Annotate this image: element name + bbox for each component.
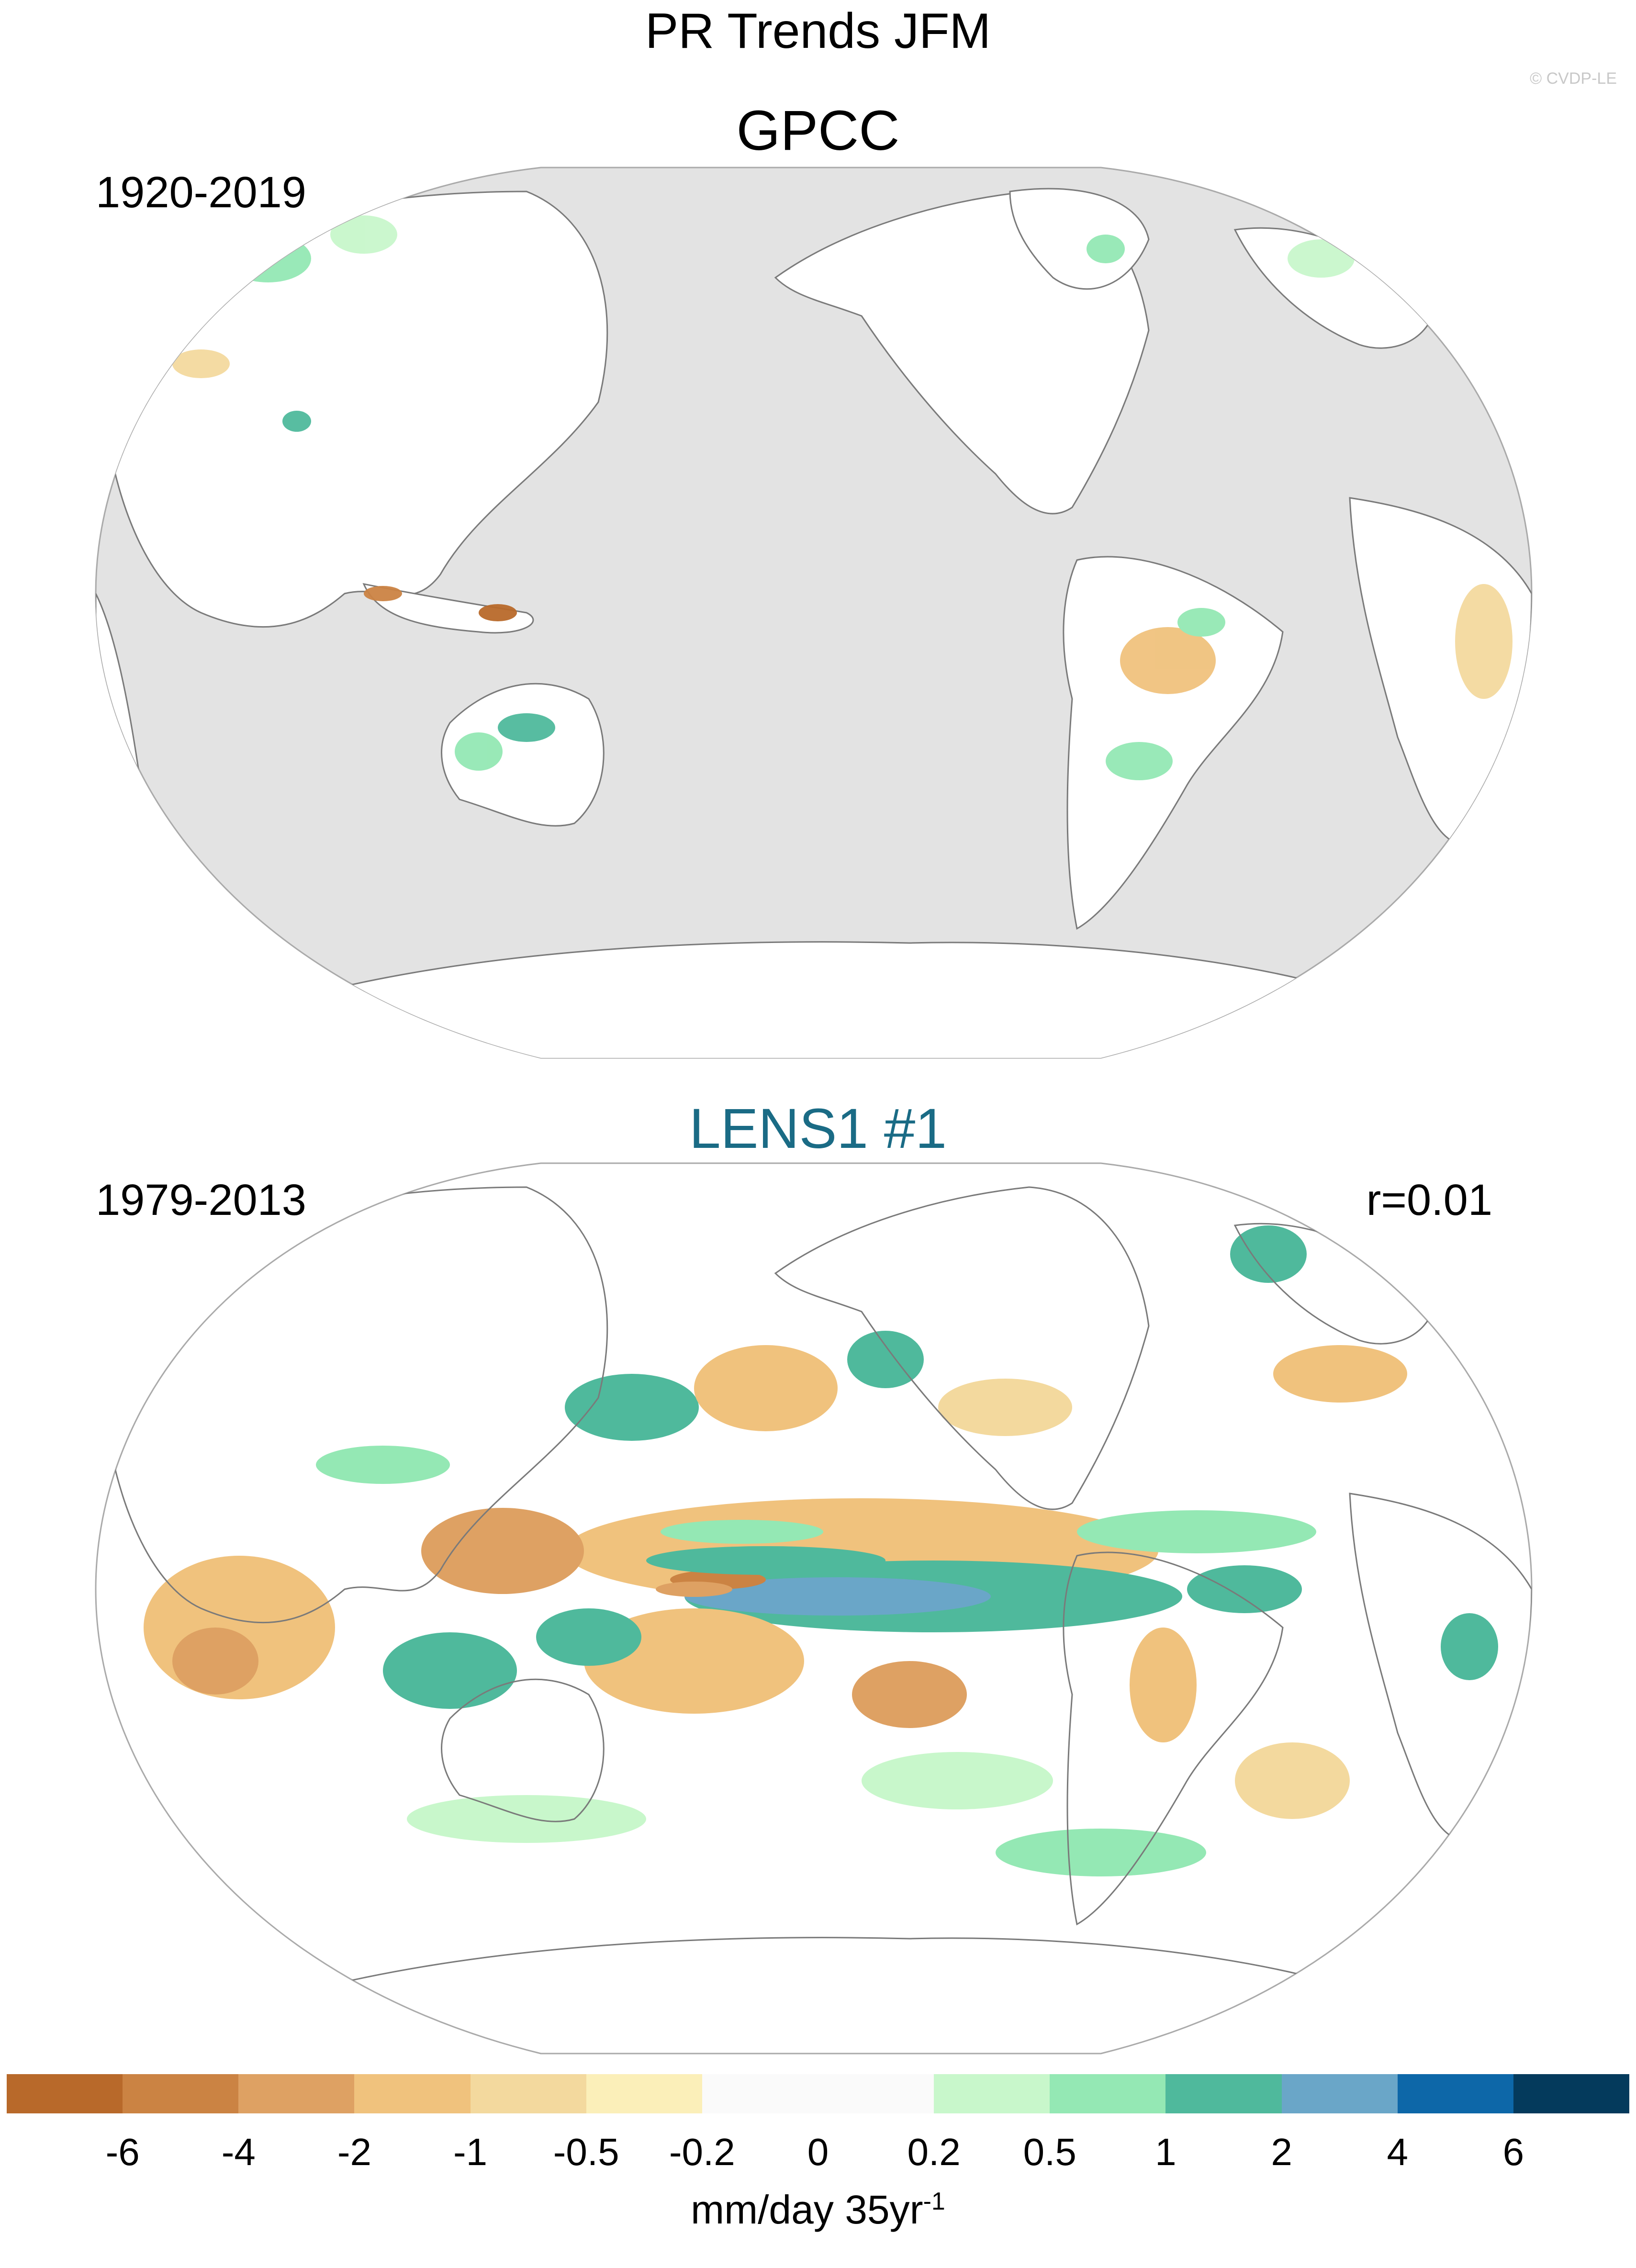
map-gpcc	[95, 167, 1533, 1059]
land-antarctica	[286, 941, 1389, 1058]
colorbar-tick-label: -1	[453, 2131, 488, 2173]
colorbar-box-3	[354, 2074, 471, 2113]
colorbar-tick-label: 0	[807, 2131, 829, 2173]
land-south-america	[1063, 556, 1284, 930]
colorbar-box-6	[702, 2074, 818, 2113]
colorbar-tick-label: -0.2	[669, 2131, 735, 2173]
units-exponent: -1	[923, 2188, 945, 2215]
colorbar-tick-label: -0.5	[553, 2131, 619, 2173]
colorbar-box-10	[1165, 2074, 1282, 2113]
period-label-lens1: 1979-2013	[96, 1176, 306, 1224]
colorbar-tick-label: 0.5	[1023, 2131, 1076, 2173]
colorbar-tick-label: -2	[337, 2131, 371, 2173]
colorbar-tick-label: 2	[1271, 2131, 1292, 2173]
colorbar-box-4	[470, 2074, 586, 2113]
colorbar-box-11	[1281, 2074, 1398, 2113]
colorbar-tick-label: 1	[1155, 2131, 1177, 2173]
map-lens1	[95, 1162, 1533, 2055]
colorbar-box-0	[7, 2074, 123, 2113]
land-greenland	[1009, 188, 1150, 290]
colorbar-units: mm/day 35yr-1	[0, 2187, 1636, 2233]
colorbar-tick-label: 6	[1502, 2131, 1524, 2173]
figure-title: PR Trends JFM	[645, 3, 991, 59]
colorbar-box-8	[934, 2074, 1050, 2113]
colorbar-tick-label: -6	[105, 2131, 140, 2173]
colorbar-box-13	[1513, 2074, 1629, 2113]
units-text: mm/day 35yr	[691, 2187, 923, 2232]
colorbar-tick-label: -4	[221, 2131, 256, 2173]
colorbar-box-12	[1397, 2074, 1513, 2113]
colorbar-box-2	[238, 2074, 355, 2113]
panel-title-lens1: LENS1 #1	[689, 1097, 947, 1160]
colorbar-box-7	[818, 2074, 934, 2113]
correlation-label: r=0.01	[1366, 1176, 1492, 1224]
period-label-gpcc: 1920-2019	[96, 168, 306, 217]
land-australia	[441, 683, 605, 827]
colorbar-tick-label: 4	[1387, 2131, 1408, 2173]
colorbar	[7, 2074, 1629, 2113]
colorbar-box-1	[123, 2074, 239, 2113]
colorbar-box-5	[586, 2074, 702, 2113]
panel-title-gpcc: GPCC	[736, 99, 900, 162]
copyright-label: © CVDP-LE	[1530, 69, 1617, 88]
colorbar-box-9	[1050, 2074, 1166, 2113]
colorbar-tick-label: 0.2	[907, 2131, 961, 2173]
